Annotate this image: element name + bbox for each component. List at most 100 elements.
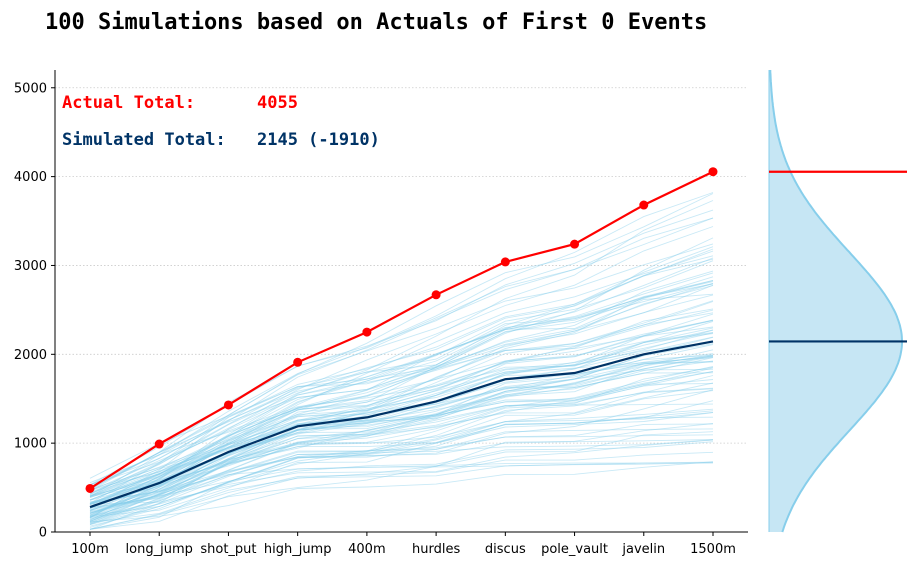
simulation-line [89,461,714,511]
simulation-line [89,387,714,527]
simulation-line [89,326,714,501]
x-ticks: 100m long_jump shot_put high_jump 400m hurdle… [71,532,736,557]
simulation-line [89,283,714,498]
simulation-line [89,336,714,501]
simulation-line [89,327,714,516]
simulation-line [89,329,714,504]
simulation-line [89,237,714,518]
actual-point [431,290,441,300]
simulation-line [89,248,714,510]
actual-point [154,439,164,449]
simulation-line [89,344,714,507]
y-tick-label: 1000 [14,437,47,452]
simulation-line [89,366,714,515]
simulation-line [89,333,714,493]
simulation-line [89,410,714,528]
simulation-line [89,389,714,530]
simulation-line [89,293,714,517]
simulation-line [89,285,714,495]
simulation-line [89,279,714,501]
series-line-actual [89,170,714,490]
simulation-line [89,353,714,497]
series-line-simulated [89,340,714,509]
simulation-line [89,462,714,504]
simulation-line [89,357,714,505]
simulation-line [89,428,714,514]
simulation-line [89,209,714,492]
y-ticks: 0 1000 2000 3000 4000 5000 [14,81,55,541]
density-curve [769,70,903,533]
simulation-line [89,355,714,514]
simulation-line [89,282,714,486]
simulation-line [89,354,714,522]
simulation-line [89,300,714,513]
x-tick-label: 1500m [690,542,736,557]
simulation-line [89,200,714,506]
x-tick-label: javelin [621,542,665,557]
simulation-line [89,439,714,505]
actual-point [708,167,718,177]
simulation-line [89,294,714,511]
simulation-line [89,434,714,519]
simulation-line [89,361,714,516]
simulation-line [89,367,714,517]
simulation-line [89,284,714,497]
simulation-line [89,313,714,510]
simulation-line [89,390,714,519]
x-tick-label: pole_vault [541,542,608,557]
simulation-line [89,355,714,523]
simulation-line [89,226,714,505]
simulation-line [89,332,714,486]
simulation-line [89,343,714,522]
simulation-line [89,423,714,530]
simulation-line [89,366,714,513]
simulation-line [89,319,714,505]
y-tick-label: 2000 [14,348,47,363]
chart-title: 100 Simulations based on Actuals of Firs… [45,10,707,35]
actual-point [639,200,649,210]
x-tick-label: long_jump [126,542,193,557]
simulation-line [89,272,714,479]
simulation-line [89,279,714,484]
simulation-line [89,439,714,508]
simulation-line [89,372,714,491]
series-lines [85,167,718,509]
y-tick-label: 3000 [14,259,47,274]
simulation-line [89,423,714,518]
simulation-line [89,400,714,518]
simulation-line [89,301,714,525]
simulation-line [89,431,714,523]
simulation-line [89,320,714,522]
x-tick-label: hurdles [412,542,460,557]
simulated-total-value: 2145 (-1910) [257,130,380,150]
simulation-line [89,439,714,520]
simulation-line [89,312,714,495]
simulation-line [89,276,714,490]
simulation-line [89,354,714,497]
actual-point [362,327,372,337]
actual-point [570,239,580,249]
simulation-line [89,332,714,492]
actual-total-label: Actual Total: [62,93,195,113]
simulation-line [89,193,714,504]
simulation-line [89,283,714,497]
simulation-line [89,336,714,518]
simulation-line [89,461,714,523]
simulation-line [89,379,714,514]
simulation-line [89,319,714,505]
simulation-line [89,192,714,498]
x-tick-label: discus [485,542,526,557]
simulation-line [89,246,714,489]
main-plot-area: 0 1000 2000 3000 4000 5000 100m long_jump shot_… [14,70,748,557]
simulation-line [89,270,714,512]
simulation-line [89,308,714,509]
simulation-line [89,260,714,519]
simulation-line [89,412,714,503]
x-tick-label: high_jump [264,542,332,557]
simulation-line [89,383,714,503]
simulation-line [89,388,714,509]
simulation-line [89,250,714,508]
simulation-line [89,441,714,505]
simulation-line [89,309,714,523]
